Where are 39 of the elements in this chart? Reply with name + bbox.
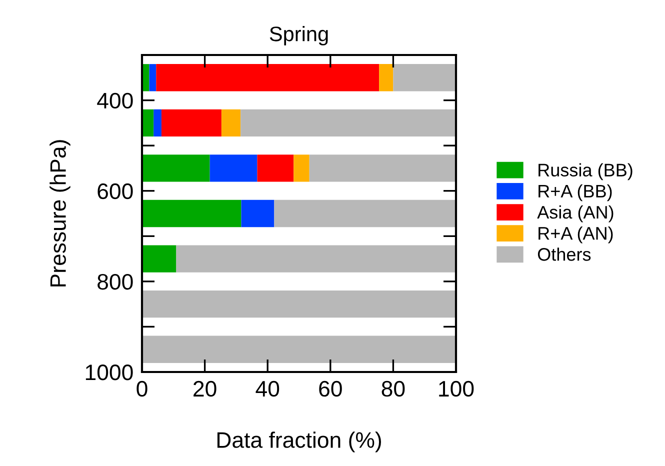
x-tick-label: 20 [194, 380, 216, 397]
bar [240, 109, 456, 137]
x-axis-title: Data fraction (%) [217, 432, 381, 452]
bar [176, 245, 456, 272]
x-tick-label: 60 [319, 380, 342, 397]
bar [142, 200, 242, 228]
legend-label: Asia (AN) [537, 205, 614, 222]
bar [142, 109, 154, 137]
bar [241, 200, 274, 228]
bar [154, 109, 162, 137]
x-tick-label: 80 [382, 380, 405, 397]
x-tick-label: 0 [136, 380, 148, 397]
legend-label: Others [538, 248, 591, 261]
y-axis-title: Pressure (hPa) [50, 140, 70, 286]
legend-label: Russia (BB) [538, 163, 632, 180]
legend-label: R+A (AN) [538, 226, 613, 244]
bar [142, 290, 456, 318]
bar [257, 154, 294, 182]
y-tick-label: 1000 [86, 364, 133, 380]
x-tick-label: 100 [439, 380, 474, 397]
bar [142, 154, 210, 182]
bar [142, 245, 176, 272]
legend-label: R+A (BB) [538, 184, 612, 202]
bar [142, 336, 456, 363]
bar [210, 154, 258, 182]
y-tick-label: 400 [97, 92, 133, 109]
bar [393, 64, 456, 92]
bar [309, 154, 456, 182]
y-tick-label: 600 [98, 183, 133, 200]
bar [156, 64, 380, 92]
bar [274, 200, 456, 228]
chart-title: Spring [270, 26, 328, 46]
bar [149, 64, 156, 92]
bar [221, 109, 241, 137]
x-tick-label: 40 [256, 380, 280, 397]
y-tick-label: 800 [98, 274, 133, 290]
bar [379, 64, 394, 92]
bar [161, 109, 222, 137]
bar [294, 154, 310, 182]
